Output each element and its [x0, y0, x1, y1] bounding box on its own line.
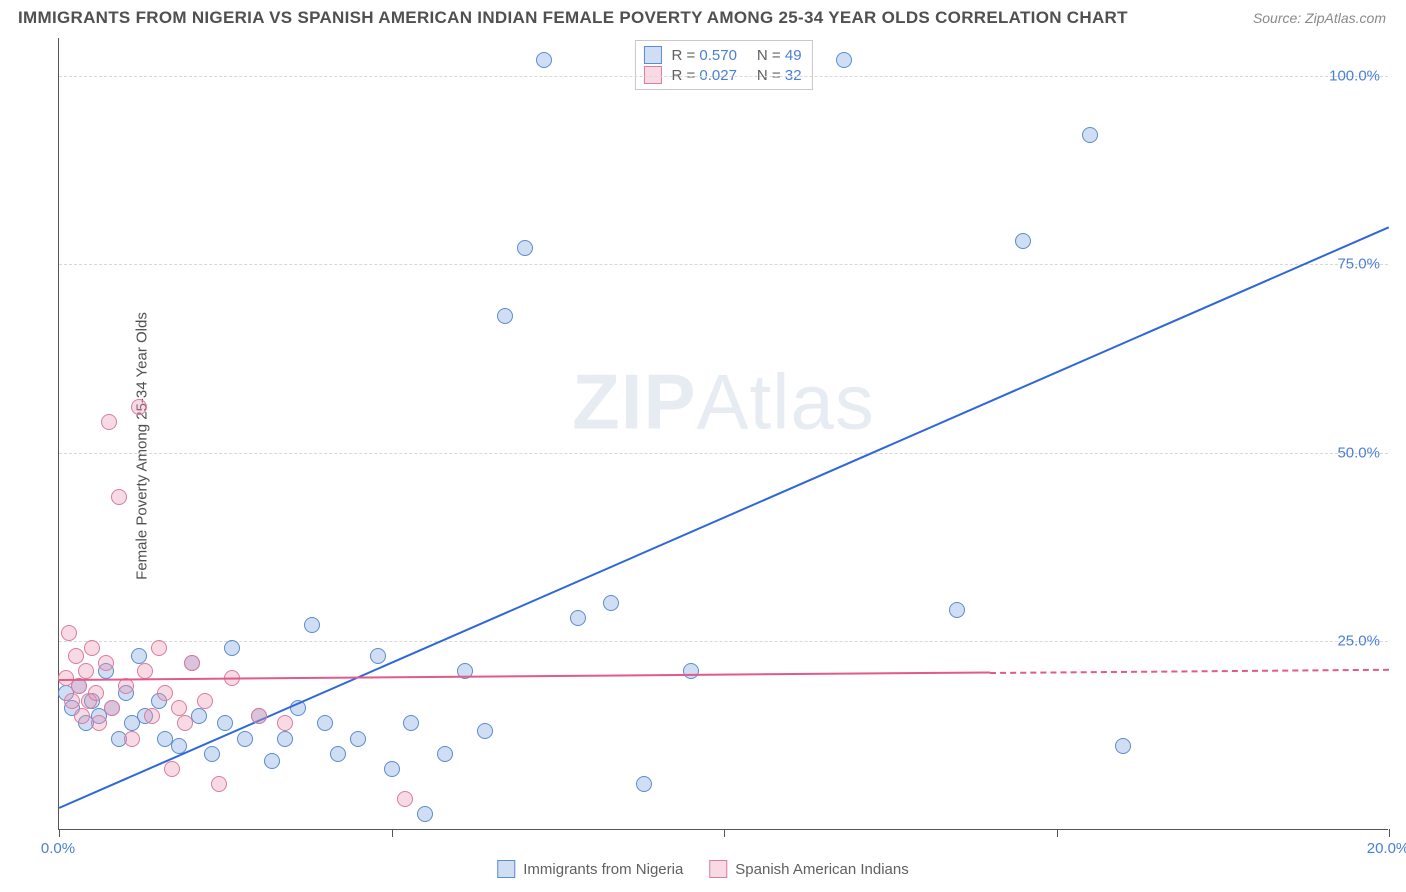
gridline — [59, 453, 1388, 454]
data-point — [137, 663, 153, 679]
data-point — [397, 791, 413, 807]
data-point — [64, 693, 80, 709]
trend-line — [59, 672, 990, 682]
y-tick-label: 25.0% — [1337, 633, 1380, 650]
data-point — [403, 715, 419, 731]
data-point — [683, 663, 699, 679]
data-point — [61, 625, 77, 641]
data-point — [91, 715, 107, 731]
data-point — [84, 640, 100, 656]
legend-item: Immigrants from Nigeria — [497, 860, 683, 878]
x-tick — [59, 829, 60, 837]
stat-n-label: N = 49 — [757, 47, 802, 64]
legend-item: Spanish American Indians — [709, 860, 908, 878]
data-point — [603, 595, 619, 611]
data-point — [124, 731, 140, 747]
data-point — [1015, 233, 1031, 249]
gridline — [59, 264, 1388, 265]
data-point — [570, 610, 586, 626]
data-point — [497, 308, 513, 324]
data-point — [636, 776, 652, 792]
data-point — [111, 489, 127, 505]
data-point — [204, 746, 220, 762]
data-point — [164, 761, 180, 777]
data-point — [237, 731, 253, 747]
gridline — [59, 76, 1388, 77]
data-point — [277, 715, 293, 731]
data-point — [101, 414, 117, 430]
data-point — [144, 708, 160, 724]
data-point — [157, 685, 173, 701]
data-point — [177, 715, 193, 731]
data-point — [836, 52, 852, 68]
gridline — [59, 641, 1388, 642]
data-point — [68, 648, 84, 664]
data-point — [370, 648, 386, 664]
data-point — [264, 753, 280, 769]
data-point — [171, 700, 187, 716]
watermark: ZIPAtlas — [572, 356, 875, 447]
x-tick — [724, 829, 725, 837]
data-point — [131, 399, 147, 415]
data-point — [477, 723, 493, 739]
x-tick — [1389, 829, 1390, 837]
data-point — [251, 708, 267, 724]
source-label: Source: ZipAtlas.com — [1253, 10, 1386, 26]
stat-legend-row: R = 0.570 N = 49 — [643, 45, 801, 65]
x-tick-label: 20.0% — [1367, 840, 1406, 857]
data-point — [78, 663, 94, 679]
data-point — [304, 617, 320, 633]
y-tick-label: 100.0% — [1329, 67, 1380, 84]
legend-label: Immigrants from Nigeria — [523, 861, 683, 878]
data-point — [98, 655, 114, 671]
data-point — [277, 731, 293, 747]
x-tick-label: 0.0% — [41, 840, 75, 857]
legend-swatch — [643, 46, 661, 64]
series-legend: Immigrants from Nigeria Spanish American … — [497, 860, 908, 878]
data-point — [104, 700, 120, 716]
data-point — [197, 693, 213, 709]
plot-area: ZIPAtlas R = 0.570N = 49R = 0.027N = 32 … — [58, 38, 1388, 830]
stat-r-label: R = 0.570 — [671, 47, 736, 64]
stat-legend: R = 0.570N = 49R = 0.027N = 32 — [634, 40, 812, 90]
data-point — [536, 52, 552, 68]
legend-swatch — [497, 860, 515, 878]
data-point — [1115, 738, 1131, 754]
data-point — [437, 746, 453, 762]
y-tick-label: 75.0% — [1337, 256, 1380, 273]
data-point — [517, 240, 533, 256]
y-tick-label: 50.0% — [1337, 444, 1380, 461]
data-point — [74, 708, 90, 724]
data-point — [330, 746, 346, 762]
data-point — [224, 640, 240, 656]
data-point — [317, 715, 333, 731]
data-point — [350, 731, 366, 747]
data-point — [211, 776, 227, 792]
legend-label: Spanish American Indians — [735, 861, 908, 878]
data-point — [217, 715, 233, 731]
data-point — [184, 655, 200, 671]
data-point — [384, 761, 400, 777]
watermark-atlas: Atlas — [696, 357, 874, 445]
watermark-zip: ZIP — [572, 357, 696, 445]
data-point — [151, 640, 167, 656]
x-tick — [1057, 829, 1058, 837]
data-point — [417, 806, 433, 822]
data-point — [88, 685, 104, 701]
data-point — [949, 602, 965, 618]
legend-swatch — [709, 860, 727, 878]
data-point — [131, 648, 147, 664]
chart-title: IMMIGRANTS FROM NIGERIA VS SPANISH AMERI… — [18, 8, 1128, 28]
data-point — [1082, 127, 1098, 143]
x-tick — [392, 829, 393, 837]
trend-line — [990, 668, 1389, 673]
